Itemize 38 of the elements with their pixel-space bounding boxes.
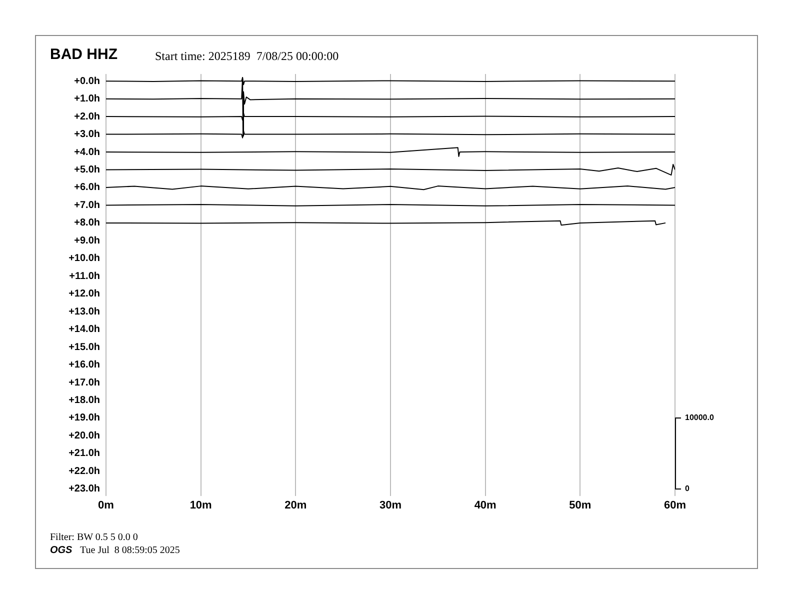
x-tick-label: 30m [379,500,402,512]
y2-tick-label: 0 [685,484,690,494]
y-tick-label: +9.0h [74,235,100,246]
y-tick-label: +4.0h [74,146,100,158]
y-tick-label: +3.0h [74,129,100,140]
y-tick-label: +13.0h [68,306,100,318]
y-tick-label: +8.0h [74,218,100,229]
y-tick-label: +2.0h [74,111,100,122]
x-tick-label: 40m [474,500,497,512]
x-tick-label: 60m [664,500,686,512]
text: Tue Jul 8 08:59:05 2025 [80,545,180,556]
y-tick-label: +0.0h [74,76,100,87]
y-tick-label: +22.0h [68,466,100,477]
y-tick-label: +11.0h [69,270,100,282]
text: Filter: BW 0.5 5 0.0 0 [50,532,138,543]
y2-tick-label: 10000.0 [685,413,714,422]
y-tick-label: +6.0h [74,182,100,194]
y-tick-label: +16.0h [68,360,100,371]
x-tick-label: 10m [190,500,212,512]
y-tick-label: +5.0h [74,164,100,176]
y-tick-label: +20.0h [68,430,100,442]
y-tick-label: +17.0h [68,377,100,388]
y-tick-label: +23.0h [68,484,100,495]
x-tick-label: 20m [284,500,307,512]
y-tick-label: +15.0h [68,342,100,353]
y-tick-label: +19.0h [68,412,100,424]
text: OGS [50,545,72,556]
y-tick-label: +21.0h [68,448,100,460]
x-tick-label: 0m [98,500,114,512]
chart-subtitle: Start time: 2025189 7/08/25 00:00:00 [155,49,339,64]
y-tick-label: +10.0h [68,253,100,264]
y-tick-label: +18.0h [68,395,100,406]
y-tick-label: +7.0h [74,200,100,211]
chart-title: BAD HHZ [50,46,118,63]
x-tick-label: 50m [569,500,592,512]
y-tick-label: +1.0h [74,94,100,105]
y-tick-label: +12.0h [68,288,100,300]
y-tick-label: +14.0h [68,324,100,336]
